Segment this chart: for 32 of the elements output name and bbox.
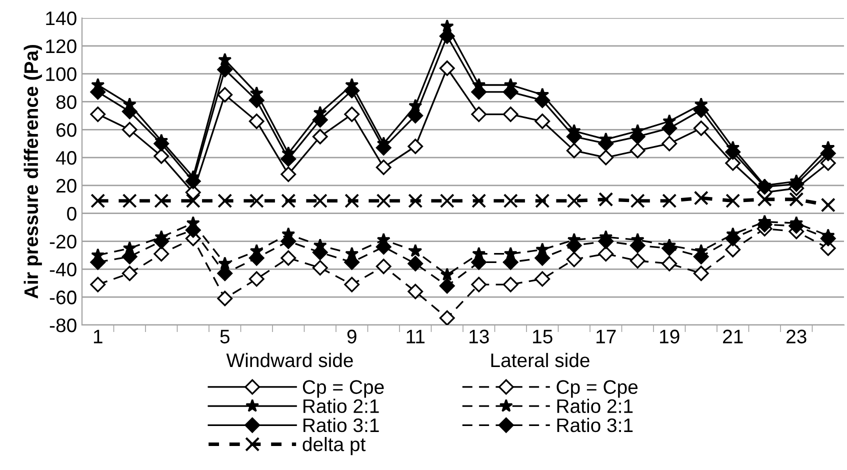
y-tick-label: 60 — [56, 123, 76, 137]
x-tick-label: 13 — [470, 330, 489, 344]
legend-label: Ratio 3:1 — [304, 418, 379, 432]
legend-label: Cp = Cpe — [556, 380, 638, 398]
legend-label: delta pt — [302, 436, 366, 456]
y-tick-label: -60 — [50, 290, 76, 304]
x-tick-label: 19 — [660, 330, 680, 344]
y-tick-label: 20 — [56, 178, 76, 193]
y-tick-label: 80 — [56, 95, 76, 109]
y-tick-label: 100 — [46, 67, 76, 82]
x-tick-label: 11 — [406, 330, 425, 344]
x-tick-label: 5 — [220, 330, 230, 344]
y-tick-label: -20 — [50, 234, 76, 249]
y-tick-label: 140 — [46, 11, 76, 26]
x-tick-label: 9 — [347, 330, 356, 344]
x-tick-label: 17 — [596, 330, 616, 344]
legend-label: Ratio 3:1 — [557, 418, 633, 432]
x-tick-label: 21 — [723, 330, 743, 344]
legend-label: Cp = Cpe — [302, 380, 384, 398]
y-axis-title: Air pressure difference (Pa) — [24, 44, 42, 299]
y-tick-label: 40 — [56, 151, 76, 165]
legend-label: Ratio 2:1 — [557, 398, 633, 414]
y-tick-label: -40 — [50, 262, 76, 276]
y-tick-label: 120 — [46, 39, 76, 54]
x-tick-label: 1 — [94, 330, 102, 344]
text: Windward side — [226, 352, 353, 368]
x-tick-label: 23 — [786, 330, 806, 344]
x-tick-label: 15 — [533, 330, 552, 344]
text: Lateral side — [491, 352, 590, 368]
y-tick-label: -80 — [50, 318, 76, 332]
y-tick-label: 0 — [67, 206, 76, 221]
legend-label: Ratio 2:1 — [304, 398, 379, 414]
